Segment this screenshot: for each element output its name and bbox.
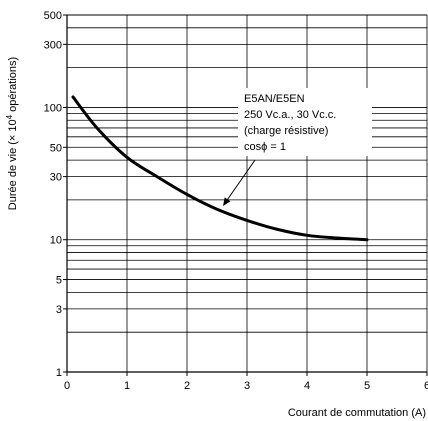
annotation-line-model: E5AN/E5EN (244, 93, 305, 105)
life-curve-line (71, 95, 369, 242)
y-tick-label: 50 (50, 142, 62, 154)
y-tick-label: 1 (56, 367, 62, 379)
annotation-arrow (227, 159, 256, 200)
y-tick-label: 3 (56, 304, 62, 316)
annotation-line-cosphi: cosϕ = 1 (244, 141, 286, 153)
series-curve (71, 95, 369, 242)
x-tick-label: 6 (424, 380, 428, 392)
x-tick-label: 0 (64, 380, 70, 392)
y-axis-label: Durée de vie (× 104 opérations) (5, 57, 19, 210)
y-tick-label: 30 (50, 172, 62, 184)
annotation-background (238, 88, 372, 156)
annotation-line-voltage: 250 Vc.a., 30 Vc.c. (244, 109, 336, 121)
y-axis-label-end: opérations) (7, 57, 19, 115)
x-tick-label: 1 (124, 380, 130, 392)
x-tick-label: 4 (304, 380, 310, 392)
x-tick-label: 3 (244, 380, 250, 392)
annotation-arrowhead (223, 197, 231, 206)
y-tick-label: 500 (44, 10, 62, 22)
annotation-line-load: (charge résistive) (244, 125, 328, 137)
y-axis-label-start: Durée de vie ( (7, 141, 19, 210)
annotation: E5AN/E5EN 250 Vc.a., 30 Vc.c. (charge ré… (223, 88, 372, 206)
y-axis-label-ten: 10 (7, 119, 19, 134)
y-axis-label-exponent: 4 (5, 114, 14, 119)
y-tick-label: 10 (50, 235, 62, 247)
y-tick-label: 100 (44, 102, 62, 114)
x-axis-label: Courant de commutation (A) (288, 407, 426, 419)
axes (63, 14, 428, 376)
y-tick-label: 5 (56, 275, 62, 287)
y-tick-label: 300 (44, 39, 62, 51)
x-tick-label: 2 (184, 380, 190, 392)
grid (67, 15, 428, 372)
x-tick-label: 5 (364, 380, 370, 392)
y-axis-label-times: × (7, 135, 19, 141)
